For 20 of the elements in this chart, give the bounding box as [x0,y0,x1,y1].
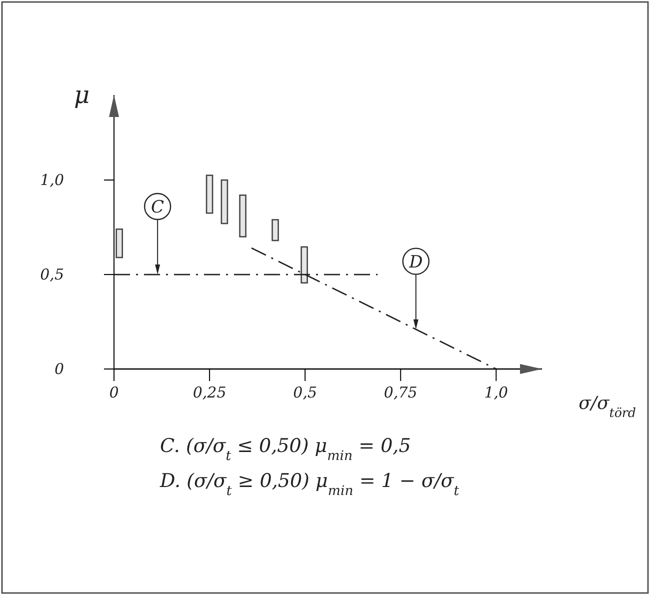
y-tick-label: 0 [54,360,64,378]
bar [239,194,246,238]
y-axis-title: μ [74,81,90,109]
x-tick-label: 0,75 [384,384,418,402]
x-axis-title: σ/σ$_{törd}$ [578,393,636,420]
y-tick-label: 1,0 [40,170,64,189]
y-tick-label: 0,5 [40,265,64,284]
x-tick-label: 0,25 [192,384,226,402]
bar [300,246,308,284]
x-tick-label: 1,0 [484,384,509,402]
bar [206,174,214,214]
bar [220,179,228,224]
text: D. (σ/σ$_{t}$ ≥ 0,50) μ$_{min}$ = 1 − σ/σ$_{t}$ [159,470,460,498]
bar [116,228,123,258]
annotation: C [151,198,164,218]
text: C. (σ/σ$_{t}$ ≤ 0,50) μ$_{min}$ = 0,5 [160,435,411,464]
x-tick-label: 0 [109,384,120,402]
x-tick-label: 0,5 [293,384,317,402]
bar [272,219,279,242]
annotation: D [408,252,424,272]
